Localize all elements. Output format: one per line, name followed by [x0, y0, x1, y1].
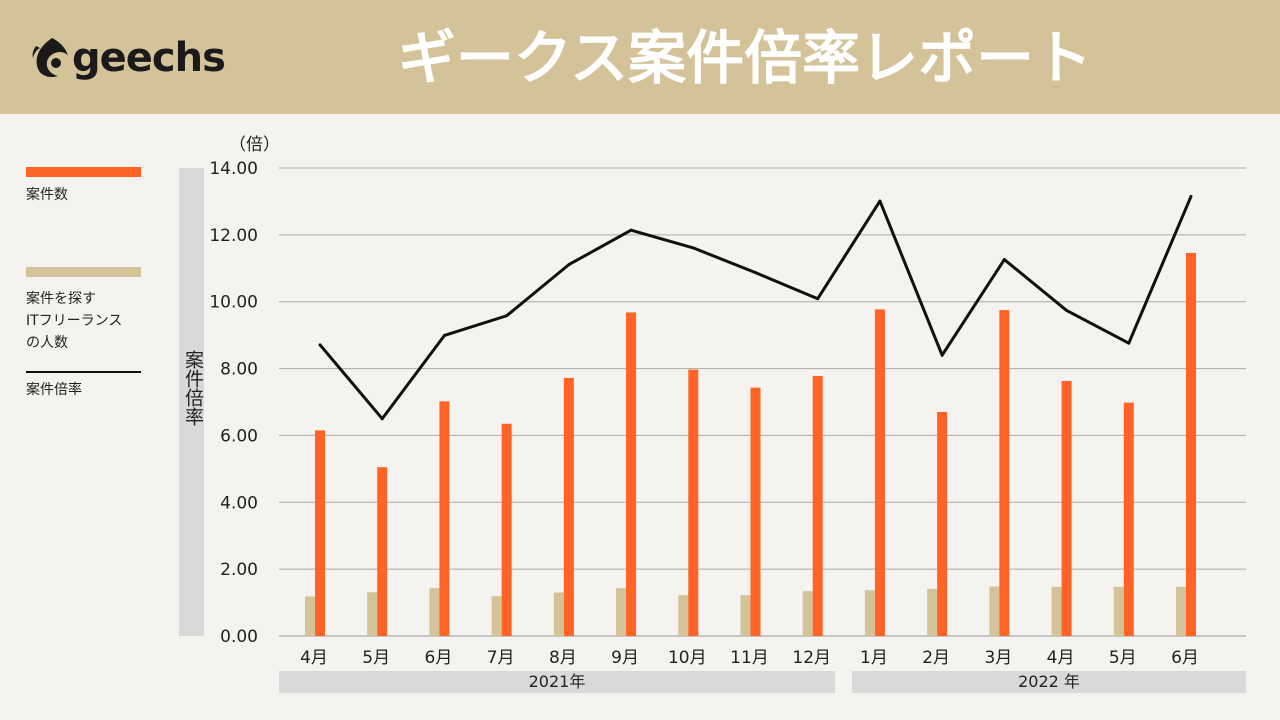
x-tick-label: 6月: [425, 648, 453, 668]
legend-swatch-ratio: [26, 371, 141, 373]
ratio-point: [691, 246, 695, 250]
x-tick-label: 9月: [611, 648, 639, 668]
bar-freelancers: [367, 592, 378, 636]
ratio-point: [505, 314, 509, 318]
x-tick-label: 6月: [1171, 648, 1199, 668]
bar-freelancers: [1176, 586, 1186, 636]
bar-freelancers: [491, 596, 502, 636]
legend-label-ratio: 案件倍率: [26, 382, 82, 398]
y-tick-label: 14.00: [209, 159, 258, 179]
x-tick-label: 5月: [1109, 648, 1137, 668]
bar-freelancers: [989, 586, 1000, 636]
bar-freelancers: [616, 588, 627, 636]
bar-jobs: [874, 309, 885, 636]
bar-freelancers: [1051, 586, 1062, 636]
y-tick-label: 10.00: [209, 293, 258, 313]
year-group-2022: 2022 年: [852, 671, 1246, 693]
ratio-point: [442, 333, 446, 337]
bar-jobs: [1061, 380, 1072, 636]
header-bar: geechs ギークス案件倍率レポート: [0, 0, 1280, 114]
ratio-point: [754, 271, 757, 275]
bars: [305, 252, 1196, 636]
y-tick-label: 12.00: [209, 226, 258, 246]
bar-jobs: [501, 423, 512, 636]
bar-jobs: [1123, 402, 1134, 636]
ratio-point: [878, 199, 882, 203]
bar-jobs: [999, 310, 1010, 636]
y-tick-label: 0.00: [220, 627, 258, 647]
ratio-point: [318, 343, 322, 347]
x-tick-label: 5月: [362, 648, 390, 668]
legend-label-freelancers: 案件を探す ITフリーランス の人数: [26, 291, 123, 351]
x-tick-label: 2月: [922, 648, 950, 668]
geechs-logo: geechs: [30, 30, 226, 86]
ratio-point: [1127, 341, 1131, 345]
bar-jobs: [937, 412, 948, 636]
legend-label-jobs: 案件数: [26, 187, 68, 203]
ratio-point: [380, 417, 384, 421]
ratio-point: [816, 297, 820, 301]
ratio-point: [1065, 308, 1069, 312]
x-tick-label: 4月: [1047, 648, 1075, 668]
ratio-point: [1002, 258, 1006, 262]
x-tick-label: 8月: [549, 648, 577, 668]
y-axis-unit: （倍）: [229, 135, 280, 155]
x-tick-label: 12月: [792, 648, 831, 668]
bar-freelancers: [802, 591, 813, 636]
x-tick-label: 11月: [730, 648, 769, 668]
gridlines: [279, 167, 1246, 637]
y-tick-label: 4.00: [220, 493, 258, 513]
x-tick-label: 1月: [860, 648, 888, 668]
ratio-line-path: [318, 195, 1193, 421]
ratio-point: [629, 228, 633, 232]
bar-freelancers: [553, 592, 564, 636]
ratio-point: [1189, 194, 1193, 198]
y-tick-labels: 0.00 2.00 4.00 6.00 8.00 10.00 12.00 14.00: [209, 159, 258, 647]
bar-freelancers: [740, 595, 751, 636]
bar-jobs: [1186, 252, 1196, 636]
ratio-line: [318, 194, 1193, 421]
bar-jobs: [377, 467, 388, 636]
y-tick-label: 6.00: [220, 426, 258, 446]
bar-freelancers: [678, 595, 689, 636]
logo-text: geechs: [72, 35, 226, 81]
bar-freelancers: [1113, 586, 1124, 636]
legend-swatch-freelancers: [26, 267, 141, 277]
x-tick-label: 7月: [487, 648, 515, 668]
x-tick-label: 4月: [300, 648, 328, 668]
bar-jobs: [439, 401, 450, 636]
bar-freelancers: [429, 588, 440, 636]
bar-jobs: [812, 375, 823, 636]
x-tick-labels: 4月 5月 6月 7月 8月 9月 10月 11月 12月 1月 2月 3月 4月 5月 6月: [300, 648, 1199, 668]
bar-jobs: [563, 377, 574, 636]
y-axis-label-box: [179, 168, 204, 636]
ratio-point: [567, 263, 571, 267]
year-group-2021: 2021年: [279, 671, 835, 693]
bar-jobs: [688, 369, 699, 636]
bar-jobs: [626, 312, 637, 636]
bar-jobs: [750, 387, 761, 636]
x-tick-label: 3月: [984, 648, 1012, 668]
ratio-point: [940, 353, 944, 357]
flame-logo-icon: [32, 38, 68, 78]
legend-swatch-jobs: [26, 167, 141, 177]
y-axis-label: 案件倍率: [182, 350, 204, 426]
bar-freelancers: [305, 596, 315, 636]
y-tick-label: 2.00: [220, 560, 258, 580]
y-tick-label: 8.00: [220, 360, 258, 380]
page-title: ギークス案件倍率レポート: [397, 24, 1093, 92]
bar-freelancers: [864, 590, 875, 636]
x-tick-label: 10月: [668, 648, 707, 668]
bar-freelancers: [927, 588, 938, 636]
bar-jobs: [315, 430, 325, 636]
